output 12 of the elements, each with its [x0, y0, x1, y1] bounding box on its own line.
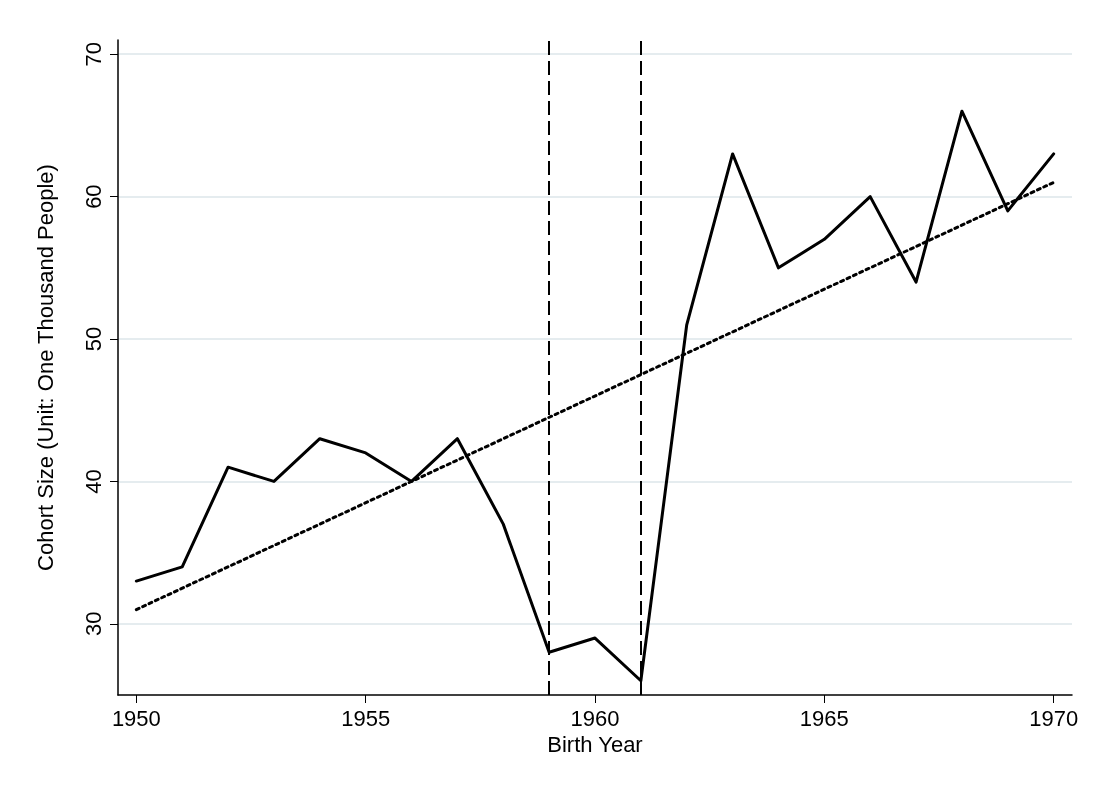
y-tick-label: 40	[80, 469, 106, 494]
x-tick-label: 1960	[570, 705, 620, 731]
x-tick-label: 1970	[1029, 705, 1079, 731]
x-tick-label: 1965	[799, 705, 849, 731]
y-axis-title: Cohort Size (Unit: One Thousand People)	[32, 164, 58, 571]
x-tick-label: 1950	[111, 705, 161, 731]
y-tick-label: 60	[80, 184, 106, 209]
y-tick-label: 30	[80, 611, 106, 637]
x-axis-title: Birth Year	[547, 732, 643, 758]
x-tick-label: 1955	[341, 705, 391, 731]
y-tick-label: 70	[80, 42, 106, 67]
y-tick-label: 50	[80, 326, 106, 352]
